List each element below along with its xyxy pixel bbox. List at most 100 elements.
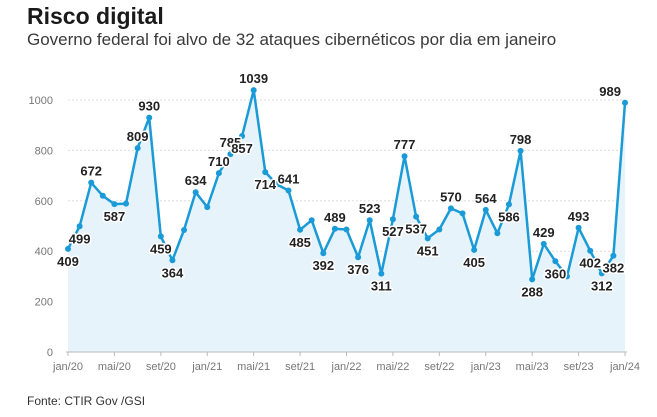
data-label: 785 (220, 135, 242, 150)
data-label: 798 (510, 132, 532, 147)
y-tick-label: 200 (35, 297, 53, 309)
data-point (111, 201, 118, 208)
data-point (436, 226, 443, 233)
data-label: 364 (162, 265, 184, 280)
data-point (401, 153, 408, 160)
data-label: 930 (138, 99, 160, 114)
data-point (285, 187, 292, 194)
x-tick-label: jan/21 (191, 361, 222, 373)
data-label: 489 (324, 210, 346, 225)
data-label: 311 (371, 279, 392, 294)
data-point (297, 226, 304, 233)
chart-title: Risco digital (27, 3, 164, 29)
axes: 0 200 400 600 800 1000 jan/20 mai/20 set/20 jan/2… (29, 95, 640, 373)
data-point (529, 276, 536, 283)
data-point (157, 233, 164, 240)
x-tick-label: mai/23 (516, 361, 549, 373)
x-tick-label: jan/23 (470, 361, 501, 373)
x-tick-label: jan/22 (331, 361, 362, 373)
data-label: 634 (185, 173, 207, 188)
data-point (308, 217, 315, 224)
data-label: 710 (208, 154, 230, 169)
data-point (204, 204, 211, 211)
data-point (378, 270, 385, 277)
data-point (273, 181, 280, 188)
data-point (622, 99, 628, 106)
data-point (192, 189, 199, 196)
data-point (355, 254, 362, 261)
data-label: 459 (150, 241, 172, 256)
data-point (505, 201, 512, 208)
data-label: 493 (568, 209, 590, 224)
data-label: 809 (127, 129, 149, 144)
data-point (134, 145, 141, 152)
data-point (331, 225, 338, 232)
data-label: 714 (254, 177, 276, 192)
data-label: 360 (545, 266, 567, 281)
data-point (146, 114, 153, 121)
data-point (517, 147, 524, 154)
data-point (250, 87, 257, 94)
data-point (389, 216, 396, 223)
data-point (343, 226, 350, 233)
data-label: 777 (394, 137, 416, 152)
data-point (239, 133, 246, 140)
x-tick-label: mai/22 (376, 361, 409, 373)
data-label: 537 (405, 222, 427, 237)
data-point (65, 245, 71, 252)
data-label: 485 (289, 235, 311, 250)
data-point (447, 205, 454, 212)
data-point (563, 273, 570, 280)
data-point (99, 192, 106, 199)
data-point (575, 224, 582, 231)
data-label: 312 (591, 278, 613, 293)
data-label: 587 (104, 209, 126, 224)
data-label: 429 (533, 225, 555, 240)
data-point (320, 250, 327, 257)
data-point (424, 235, 431, 242)
x-tick-label: jan/20 (52, 361, 83, 373)
data-label: 382 (603, 261, 625, 276)
data-point (88, 179, 95, 186)
data-label: 288 (521, 284, 543, 299)
area-fill-layer (68, 90, 625, 352)
y-tick-label: 1000 (29, 95, 53, 107)
data-label: 641 (278, 171, 300, 186)
data-point (540, 240, 547, 247)
data-point (471, 246, 478, 253)
y-tick-label: 0 (47, 347, 53, 359)
data-label: 672 (80, 164, 102, 179)
data-label: 409 (57, 254, 79, 269)
data-point (169, 257, 176, 264)
x-tick-label: set/21 (285, 361, 315, 373)
data-point (459, 210, 466, 217)
data-point (262, 169, 269, 176)
data-label: 402 (579, 256, 601, 271)
data-label: 586 (498, 209, 520, 224)
data-point (181, 227, 188, 234)
data-point (366, 217, 373, 224)
y-tick-label: 600 (35, 196, 53, 208)
x-tick-label: mai/21 (237, 361, 270, 373)
data-label: 570 (440, 189, 462, 204)
data-point (598, 270, 605, 277)
source-note: Fonte: CTIR Gov /GSI (27, 394, 146, 408)
data-label: 527 (382, 224, 404, 239)
data-label: 564 (475, 191, 497, 206)
data-label: 857 (231, 141, 253, 156)
data-label: 989 (599, 84, 621, 99)
data-points (65, 87, 628, 283)
x-tick-label: set/20 (146, 361, 176, 373)
data-label: 392 (312, 258, 334, 273)
data-label: 499 (69, 231, 91, 246)
y-tick-label: 400 (35, 246, 53, 258)
x-tick-label: jan/24 (609, 361, 640, 373)
data-point (227, 151, 234, 158)
data-point (482, 206, 489, 213)
data-label: 405 (463, 255, 485, 270)
data-label: 523 (359, 201, 381, 216)
data-point (587, 247, 594, 254)
data-point (413, 213, 420, 220)
